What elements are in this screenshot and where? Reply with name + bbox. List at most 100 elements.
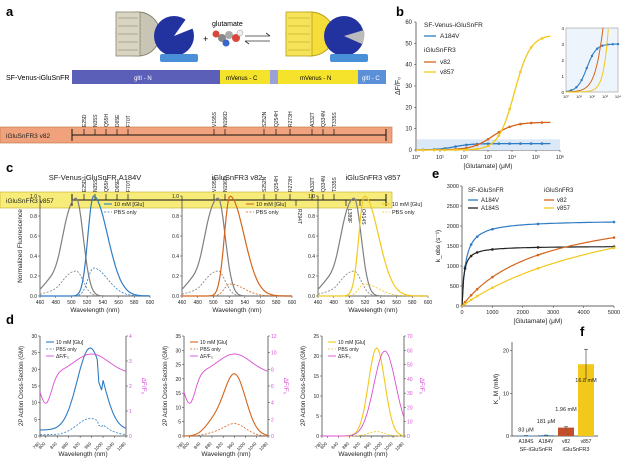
mutation-label: Q55H bbox=[104, 114, 110, 127]
x-tick-label: 4000 bbox=[577, 310, 589, 316]
protein-cartoon-bound bbox=[285, 11, 368, 62]
category-label-v857: v857 bbox=[581, 439, 592, 445]
right-tick-label: 60 bbox=[407, 348, 413, 354]
axis-lines bbox=[415, 22, 560, 151]
x-tick-label: 800 bbox=[38, 441, 47, 450]
group-label-sf: SF-iGluSnFR bbox=[520, 447, 553, 453]
x-tick-label: 5000 bbox=[608, 310, 620, 316]
legend-label: A184S bbox=[481, 206, 499, 212]
x-tick-label: 960 bbox=[83, 441, 92, 450]
y-tick-label: 0 bbox=[178, 434, 181, 440]
y-tick-label: 25 bbox=[313, 334, 319, 340]
y-axis-label: 2P Action Cross-Section (GM) bbox=[301, 346, 307, 426]
point-v82 bbox=[540, 121, 544, 124]
x-tick-label: 920 bbox=[72, 441, 81, 450]
point-v857 bbox=[540, 37, 544, 40]
kinetic-curve-v857 bbox=[461, 247, 615, 307]
excitation-pbs-curve bbox=[39, 270, 150, 297]
right-tick-label: 0 bbox=[129, 434, 132, 440]
kinetic-point-v82 bbox=[469, 293, 473, 297]
point-v857 bbox=[497, 134, 501, 137]
y-tick-label: 0.2 bbox=[30, 274, 37, 280]
inset-x-tick-label: 10² bbox=[589, 94, 595, 99]
segment-mvenus-c: mVenus - C bbox=[226, 76, 258, 82]
glutamate-label: glutamate bbox=[212, 21, 243, 28]
y-tick-label: 1.0 bbox=[308, 194, 315, 200]
right-tick-label: 12 bbox=[271, 334, 277, 340]
panel-label-b: b bbox=[396, 4, 404, 19]
inset-point-a184v bbox=[590, 54, 594, 58]
kinetic-point-a184v bbox=[612, 220, 616, 224]
inset-point-a184v bbox=[570, 89, 573, 92]
mutation-label: S252N bbox=[262, 176, 268, 192]
x-tick-label: 500 bbox=[345, 300, 354, 306]
x-tick-label: 520 bbox=[225, 300, 234, 306]
inset-curve-v857 bbox=[566, 29, 609, 93]
category-label-a184v: A184V bbox=[538, 439, 554, 445]
y-axis-label: 2P Action Cross-Section (GM) bbox=[19, 346, 25, 426]
variant-name-1: iGluSnFR3 v857 bbox=[6, 198, 54, 205]
x-tick-label: 920 bbox=[352, 441, 361, 450]
y-tick-label: 0.6 bbox=[30, 234, 37, 240]
kinetic-point-v857 bbox=[469, 298, 473, 302]
point-a184v bbox=[540, 142, 544, 145]
kinetic-point-v857 bbox=[491, 286, 494, 290]
x-tick-label: 460 bbox=[314, 300, 323, 306]
y-tick-label: 0 bbox=[34, 434, 37, 440]
inset-point-a184v bbox=[575, 86, 578, 89]
mutation-label: R294T bbox=[296, 209, 302, 224]
value-label-v857: 16.8 mM bbox=[575, 378, 597, 384]
glutamate-molecule bbox=[212, 29, 244, 47]
x-tick-label: 540 bbox=[377, 300, 386, 306]
x-tick-label: 480 bbox=[330, 300, 339, 306]
construct-label: SF-Venus-iGluSnFR bbox=[6, 75, 69, 82]
x-tick-label: 1080 bbox=[116, 441, 127, 452]
point-v857 bbox=[529, 46, 533, 49]
point-v82 bbox=[486, 137, 490, 141]
two-photon-pbs-curve bbox=[322, 431, 404, 437]
bar-v857 bbox=[578, 364, 594, 436]
inset-y-tick-label: 3 bbox=[561, 42, 564, 47]
x-tick-label: 520 bbox=[83, 300, 92, 306]
two-photon-dff-curve bbox=[39, 353, 127, 404]
kinetic-point-a184v bbox=[475, 235, 479, 238]
x-tick-label: 840 bbox=[330, 441, 339, 450]
right-tick-label: 6 bbox=[271, 384, 274, 390]
right-tick-label: 30 bbox=[407, 391, 413, 397]
kinetic-point-a184v bbox=[469, 243, 473, 246]
y-tick-label: 3000 bbox=[447, 184, 459, 190]
x-tick-label: 800 bbox=[319, 441, 328, 450]
inset-x-tick-label: 10⁰ bbox=[563, 94, 569, 99]
two-photon-pbs-curve bbox=[40, 417, 127, 436]
mutation-label: A332T bbox=[310, 112, 316, 127]
x-tick-label: 880 bbox=[204, 441, 213, 450]
x-tick-label: 500 bbox=[67, 300, 76, 306]
category-label-v82: v82 bbox=[562, 439, 570, 445]
point-v82 bbox=[508, 125, 511, 129]
legend-label-pbs: PBS only bbox=[256, 210, 279, 216]
right-tick-label: 3 bbox=[129, 359, 132, 365]
y-tick-label: 20 bbox=[31, 367, 37, 373]
x-tick-label: 480 bbox=[194, 300, 203, 306]
legend-label-pbs: PBS only bbox=[338, 347, 359, 353]
two-photon-glu-curve bbox=[322, 347, 405, 437]
panel-a: a + glutamate bbox=[0, 4, 393, 225]
point-a184v bbox=[486, 142, 490, 146]
kinetic-point-a184s bbox=[469, 254, 473, 258]
y-axis-label: Normalized Fluorescence bbox=[17, 209, 24, 283]
point-a184v bbox=[508, 142, 511, 145]
kinetic-point-a184s bbox=[463, 267, 467, 270]
x-tick-label: 520 bbox=[361, 300, 370, 306]
legend-label-glu: 10 mM [Glu] bbox=[56, 340, 84, 346]
right-tick-label: 10 bbox=[271, 351, 277, 357]
y-tick-label: 0.0 bbox=[172, 294, 179, 300]
x-tick-label: 960 bbox=[363, 441, 372, 450]
inset-point-a184v bbox=[616, 42, 620, 46]
emission-pbs-curve bbox=[318, 283, 428, 297]
y-tick-label: 0 bbox=[409, 148, 413, 154]
y-axis-label: k_obs (s⁻¹) bbox=[435, 230, 442, 262]
mutation-label: N196D bbox=[223, 111, 229, 127]
y-tick-label: 20 bbox=[313, 354, 319, 360]
legend-label-dff: ΔF/F₀ bbox=[338, 354, 351, 360]
x-tick-label: 840 bbox=[193, 441, 202, 450]
